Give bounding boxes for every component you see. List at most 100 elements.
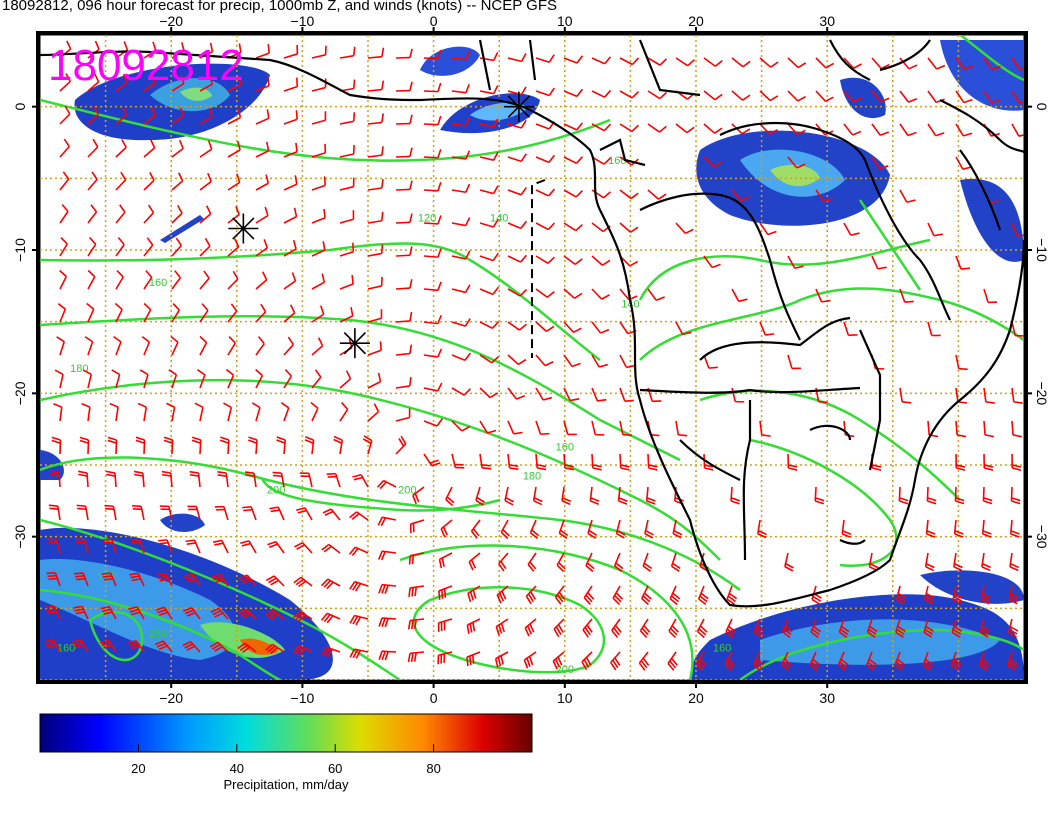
wind-barb xyxy=(395,344,413,356)
wind-barb xyxy=(587,519,597,539)
wind-barb xyxy=(154,640,173,653)
wind-barb xyxy=(696,618,708,639)
wind-barb xyxy=(339,112,356,125)
wind-barb xyxy=(395,279,413,290)
wind-barb xyxy=(468,552,481,571)
wind-barb xyxy=(556,552,566,573)
wind-barb xyxy=(184,573,201,587)
x-tick-top xyxy=(695,27,697,35)
wind-barb xyxy=(159,505,173,521)
wind-barb xyxy=(137,402,148,422)
wind-barb xyxy=(47,538,61,554)
wind-barb xyxy=(871,123,889,137)
wind-barb xyxy=(638,651,650,671)
wind-barb xyxy=(255,206,269,224)
wind-barb xyxy=(339,274,354,290)
wind-barb xyxy=(44,638,61,653)
wind-barb xyxy=(59,269,68,290)
x-tick-bottom xyxy=(432,680,435,688)
wind-barb xyxy=(367,372,382,389)
wind-barb xyxy=(1011,387,1023,404)
wind-barb xyxy=(320,578,341,590)
wind-barb xyxy=(423,314,442,325)
coastlines xyxy=(40,39,1024,608)
wind-barb xyxy=(703,57,723,67)
wind-barb xyxy=(283,304,296,323)
wind-barb xyxy=(395,81,413,92)
wind-barb xyxy=(242,506,257,521)
wind-barb xyxy=(554,585,566,605)
wind-barb xyxy=(500,519,510,540)
wind-barb xyxy=(225,368,235,389)
wind-barb xyxy=(475,486,485,506)
wind-barb xyxy=(619,354,636,369)
wind-barb xyxy=(113,336,122,356)
wind-barb xyxy=(955,57,974,70)
wind-barb xyxy=(563,189,584,198)
y-tick-left xyxy=(32,249,40,251)
wind-barb xyxy=(507,453,519,471)
wind-barb xyxy=(333,435,344,455)
y-tick-left xyxy=(32,535,40,538)
wind-barb xyxy=(293,576,313,588)
wind-barb xyxy=(838,618,850,638)
wind-barb xyxy=(395,147,413,158)
y-tick-right xyxy=(1024,105,1032,108)
wind-barb xyxy=(563,420,577,436)
wind-barb xyxy=(647,288,665,302)
wind-barb xyxy=(255,141,270,158)
wind-barb xyxy=(115,269,124,290)
contour-label: 200 xyxy=(267,485,285,497)
wind-barb xyxy=(311,273,326,290)
wind-barb xyxy=(143,106,156,125)
contour-label: 160 xyxy=(57,642,75,654)
wind-barb xyxy=(730,486,741,505)
wind-barb xyxy=(367,403,380,422)
wind-barb xyxy=(535,354,554,367)
wind-barb xyxy=(759,222,777,236)
wind-barb xyxy=(445,486,455,507)
wind-barb xyxy=(130,538,145,554)
wind-barb xyxy=(395,213,413,224)
wind-barb xyxy=(438,552,453,569)
y-tick-labels-left: 0 −10 −20 −30 xyxy=(12,103,28,549)
wind-barb xyxy=(115,237,125,257)
colorbar-tick-label: 60 xyxy=(328,761,342,776)
wind-barb xyxy=(899,387,912,404)
wind-barb xyxy=(132,504,145,521)
wind-barb xyxy=(199,205,212,224)
wind-barb xyxy=(115,73,128,92)
wind-barb xyxy=(187,505,201,521)
wind-barb xyxy=(981,519,992,538)
wind-barb xyxy=(296,507,313,521)
wind-barb xyxy=(926,486,937,505)
wind-barb xyxy=(423,382,443,392)
wind-barb xyxy=(507,387,526,400)
wind-barb xyxy=(311,305,325,323)
wind-barb xyxy=(54,369,64,389)
wind-barb xyxy=(339,144,355,158)
wind-barb xyxy=(725,618,737,639)
wind-barb xyxy=(53,402,63,422)
wind-barb xyxy=(87,73,100,92)
wind-barb xyxy=(619,420,632,437)
wind-barb xyxy=(86,302,95,323)
wind-barb xyxy=(227,270,239,290)
wind-barb xyxy=(563,222,583,232)
wind-barb xyxy=(407,651,425,663)
wind-barb xyxy=(871,156,889,170)
contour-label: 180 xyxy=(70,363,88,375)
wind-barb xyxy=(59,73,71,92)
wind-barb xyxy=(367,146,384,158)
wind-barb xyxy=(311,337,324,356)
wind-barb xyxy=(675,321,692,336)
high-center-marker xyxy=(228,213,259,244)
wind-barb xyxy=(980,585,991,605)
wind-barb xyxy=(395,311,413,323)
wind-barb xyxy=(267,540,285,554)
wind-barb xyxy=(87,204,98,224)
wind-barb xyxy=(395,408,411,422)
wind-barb xyxy=(451,250,471,260)
wind-barb xyxy=(155,606,173,620)
